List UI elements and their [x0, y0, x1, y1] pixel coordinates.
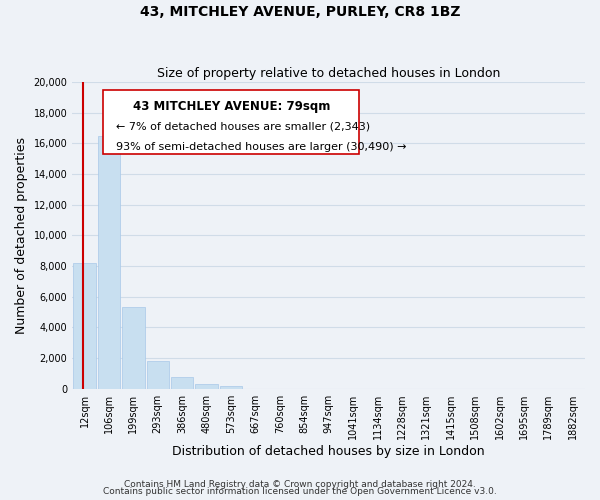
- Text: 43, MITCHLEY AVENUE, PURLEY, CR8 1BZ: 43, MITCHLEY AVENUE, PURLEY, CR8 1BZ: [140, 5, 460, 19]
- FancyBboxPatch shape: [103, 90, 359, 154]
- Title: Size of property relative to detached houses in London: Size of property relative to detached ho…: [157, 66, 500, 80]
- Text: 93% of semi-detached houses are larger (30,490) →: 93% of semi-detached houses are larger (…: [116, 142, 406, 152]
- Bar: [73, 263, 96, 388]
- Text: 43 MITCHLEY AVENUE: 79sqm: 43 MITCHLEY AVENUE: 79sqm: [133, 100, 330, 114]
- Text: Contains HM Land Registry data © Crown copyright and database right 2024.: Contains HM Land Registry data © Crown c…: [124, 480, 476, 489]
- Bar: [122, 308, 145, 388]
- Bar: [98, 136, 120, 388]
- Y-axis label: Number of detached properties: Number of detached properties: [15, 137, 28, 334]
- Bar: [171, 377, 193, 388]
- X-axis label: Distribution of detached houses by size in London: Distribution of detached houses by size …: [172, 444, 485, 458]
- Bar: [146, 361, 169, 388]
- Text: Contains public sector information licensed under the Open Government Licence v3: Contains public sector information licen…: [103, 487, 497, 496]
- Bar: [196, 384, 218, 388]
- Bar: [220, 386, 242, 388]
- Text: ← 7% of detached houses are smaller (2,343): ← 7% of detached houses are smaller (2,3…: [116, 122, 370, 132]
